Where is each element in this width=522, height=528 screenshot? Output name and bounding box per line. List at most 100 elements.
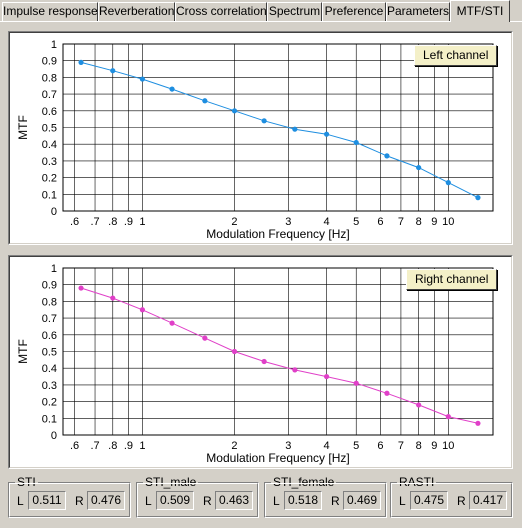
data-point: [78, 285, 84, 291]
data-point: [475, 195, 481, 201]
sti-male-group-title: STI_male: [143, 475, 199, 489]
x-tick-label: 2: [231, 440, 237, 452]
sti-female-right-label: R: [331, 494, 340, 508]
x-axis-label: Modulation Frequency [Hz]: [206, 451, 349, 465]
data-point: [110, 68, 116, 74]
y-tick-label: 0.6: [42, 330, 57, 342]
data-point: [169, 320, 175, 326]
y-tick-label: 0: [51, 206, 57, 218]
data-point: [323, 373, 330, 380]
sti-right-value: 0.476: [87, 491, 125, 510]
sti-male-group: STI_male L 0.509 R 0.463: [136, 475, 259, 518]
data-point: [323, 131, 330, 137]
x-tick-label: 6: [377, 440, 383, 452]
chart0-grid: [63, 43, 493, 212]
y-tick-label: 0.5: [42, 347, 57, 359]
data-point: [231, 348, 238, 355]
data-point: [384, 153, 390, 159]
x-tick-label: .8: [108, 216, 117, 228]
rasti-group: RASTI L 0.475 R 0.417: [390, 475, 513, 518]
data-point: [416, 164, 422, 171]
plot-frame: [62, 267, 494, 436]
sti-male-right-label: R: [203, 494, 212, 508]
sti-right-label: R: [75, 494, 84, 508]
left-channel-chart: 0 0.1 0.2 0.3 0.4 0.5 0.6 0.7 0.8 0.9 1 .6 .7 .8 .9 1 2 3…: [16, 39, 494, 241]
x-tick-label: 10: [442, 440, 454, 452]
x-tick-label: .7: [90, 440, 99, 452]
y-tick-label: 0.7: [42, 89, 57, 101]
data-point: [202, 335, 208, 341]
tab-parameters[interactable]: Parameters: [386, 2, 450, 21]
x-tick-label: 4: [324, 440, 330, 452]
sti-male-left-label: L: [145, 494, 152, 508]
x-tick-label: .6: [70, 440, 79, 452]
data-point: [231, 108, 238, 114]
tab-bar-line: [0, 21, 522, 22]
rasti-left-value: 0.475: [410, 491, 448, 510]
x-tick-label: 1: [139, 216, 145, 228]
data-point: [353, 139, 359, 146]
sti-female-group: STI_female L 0.518 R 0.469: [264, 475, 387, 518]
series-line: [80, 61, 479, 199]
x-tick-label: 5: [353, 216, 359, 228]
data-point: [292, 367, 298, 373]
sti-male-left-value: 0.509: [156, 491, 194, 510]
series-line: [80, 287, 479, 424]
data-point: [445, 180, 451, 186]
left-channel-panel: 0 0.1 0.2 0.3 0.4 0.5 0.6 0.7 0.8 0.9 1 .6 .7 .8 .9 1 2 3…: [8, 31, 513, 245]
data-point: [110, 295, 116, 301]
sti-female-left-label: L: [273, 494, 280, 508]
tab-mtf-sti[interactable]: MTF/STI: [450, 0, 510, 22]
x-tick-label: 8: [416, 440, 422, 452]
tab-spectrum[interactable]: Spectrum: [267, 2, 322, 21]
y-tick-label: 0.6: [42, 106, 57, 118]
chart1-grid: [63, 267, 493, 436]
tab-bar: Impulse response Reverberation Cross cor…: [0, 0, 522, 22]
x-tick-label: 9: [431, 216, 437, 228]
x-tick-label: .8: [108, 440, 117, 452]
x-tick-label: 9: [431, 440, 437, 452]
x-tick-label: 6: [377, 216, 383, 228]
y-axis-label: MTF: [16, 115, 30, 140]
x-tick-label: 5: [353, 440, 359, 452]
y-tick-label: 0.3: [42, 380, 57, 392]
tab-cross-correlation[interactable]: Cross correlation: [175, 2, 267, 21]
y-tick-label: 0.9: [42, 280, 57, 292]
y-tick-label: 0.3: [42, 156, 57, 168]
y-tick-label: 0.8: [42, 72, 57, 84]
data-point: [169, 86, 175, 92]
y-tick-label: 0.4: [42, 139, 57, 151]
x-tick-label: 3: [285, 216, 291, 228]
data-point: [416, 402, 422, 408]
x-tick-label: .9: [124, 440, 133, 452]
data-point: [353, 380, 359, 386]
sti-female-right-value: 0.469: [343, 491, 381, 510]
data-point: [445, 414, 451, 420]
plot-frame: [62, 43, 494, 212]
y-tick-label: 0.7: [42, 313, 57, 325]
x-tick-label: 8: [416, 216, 422, 228]
y-tick-label: 0.1: [42, 189, 57, 201]
right-channel-chart: 0 0.1 0.2 0.3 0.4 0.5 0.6 0.7 0.8 0.9 1 .6 .7 .8 .9 1 2 3…: [16, 263, 494, 465]
tab-reverberation[interactable]: Reverberation: [98, 2, 175, 21]
tab-preference[interactable]: Preference: [322, 2, 386, 21]
x-tick-label: 3: [285, 440, 291, 452]
data-point: [78, 59, 84, 65]
right-channel-button[interactable]: Right channel: [406, 269, 498, 290]
sti-male-right-value: 0.463: [215, 491, 253, 510]
data-point: [475, 420, 481, 426]
x-tick-label: .9: [124, 216, 133, 228]
y-tick-label: 0.2: [42, 173, 57, 185]
y-tick-label: 0.9: [42, 56, 57, 68]
y-tick-label: 0.1: [42, 413, 57, 425]
left-channel-button[interactable]: Left channel: [414, 45, 498, 66]
data-point: [139, 307, 146, 313]
rasti-right-value: 0.417: [469, 491, 507, 510]
data-point: [261, 358, 267, 365]
x-tick-label: 10: [442, 216, 454, 228]
data-point: [384, 390, 390, 396]
sti-left-label: L: [17, 494, 24, 508]
x-tick-label: 7: [398, 216, 404, 228]
tab-impulse-response[interactable]: Impulse response: [2, 2, 98, 21]
x-tick-label: 1: [139, 440, 145, 452]
